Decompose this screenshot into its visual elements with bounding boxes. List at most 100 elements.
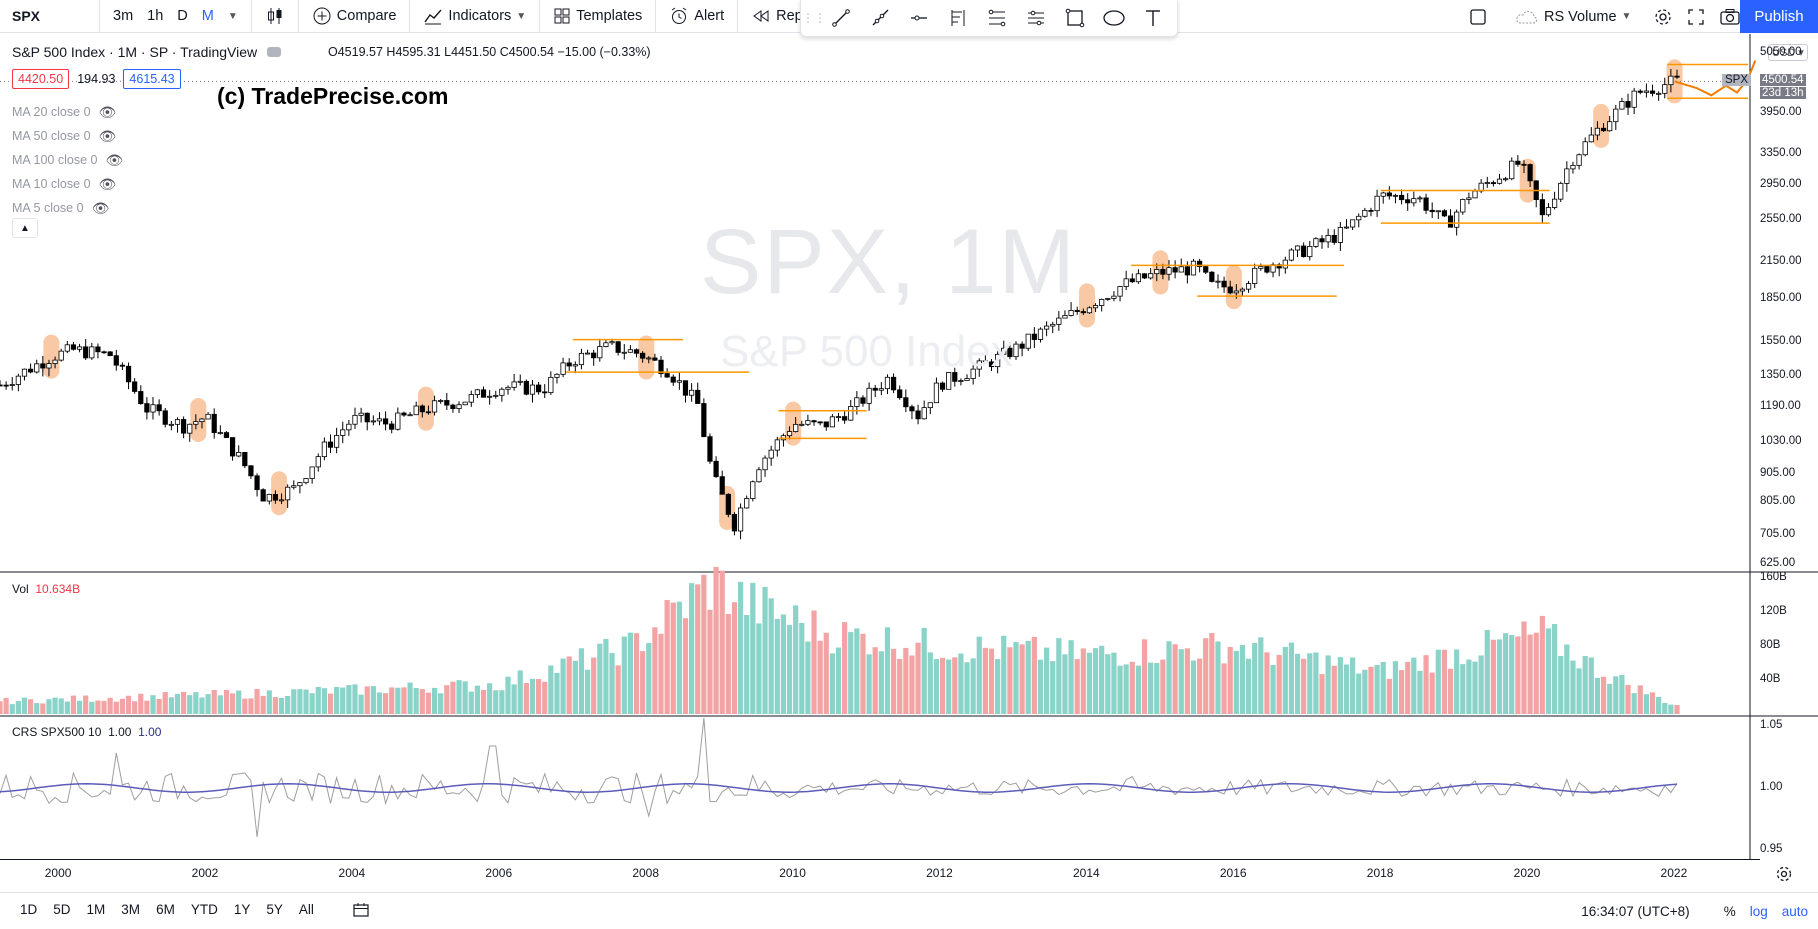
chart-canvas[interactable] [0, 34, 1818, 859]
volume-bar [468, 691, 474, 714]
templates-group: Templates [540, 0, 657, 33]
interval-dropdown[interactable]: ▼ [221, 0, 245, 33]
goto-date-button[interactable] [344, 902, 378, 921]
time-axis-label: 2002 [191, 866, 219, 880]
cloud-icon [1516, 10, 1538, 23]
indicator-label: MA 10 close 0 [12, 177, 91, 191]
range-1d[interactable]: 1D [20, 901, 38, 917]
price-axis-label: 1350.00 [1760, 368, 1802, 381]
range-all[interactable]: All [298, 901, 314, 917]
indicator-ma10[interactable]: MA 10 close 0 👁 [12, 172, 123, 196]
fullscreen-button[interactable] [1680, 0, 1712, 33]
symbol-search-button[interactable]: SPX [0, 0, 100, 33]
trend-line-icon[interactable] [823, 3, 860, 33]
candle-down [113, 355, 119, 366]
price-axis-label: 1550.00 [1760, 334, 1802, 347]
ellipse-icon[interactable] [1095, 3, 1132, 33]
eye-off-icon[interactable]: 👁 [98, 175, 117, 192]
range-3m[interactable]: 3M [121, 901, 141, 917]
candle-up [1588, 134, 1594, 143]
range-6m[interactable]: 6M [156, 901, 175, 917]
candle-down [389, 423, 395, 430]
chart-legend[interactable]: S&P 500 Index · 1M · SP · TradingView [12, 44, 282, 60]
eye-off-icon[interactable]: 👁 [91, 199, 110, 216]
indicators-button[interactable]: Indicators ▼ [416, 0, 533, 33]
currency-selector[interactable]: USD ▾ [1768, 44, 1808, 61]
gann-box-icon[interactable] [1017, 3, 1054, 33]
clock[interactable]: 16:34:07 (UTC+8) [1581, 904, 1690, 919]
snapshot-button[interactable] [1712, 0, 1748, 33]
candle-up [1043, 325, 1050, 330]
text-tool-icon[interactable] [1134, 3, 1171, 33]
chart-area[interactable] [0, 34, 1818, 859]
log-toggle[interactable]: log [1749, 904, 1768, 919]
candle-down [713, 460, 719, 478]
alert-button[interactable]: Alert [662, 0, 731, 33]
compare-button[interactable]: Compare [305, 0, 404, 33]
gear-icon [1655, 8, 1672, 25]
time-axis[interactable] [0, 859, 1760, 885]
interval-d[interactable]: D [177, 8, 188, 24]
candles-icon [267, 8, 282, 24]
volume-bar [1619, 674, 1625, 714]
interval-1h[interactable]: 1h [147, 8, 164, 24]
candle-down [1527, 164, 1533, 182]
templates-button[interactable]: Templates [546, 0, 649, 33]
volume-bar [1570, 660, 1576, 714]
volume-bar [1478, 655, 1484, 714]
range-1m[interactable]: 1M [86, 901, 106, 917]
settings-button[interactable] [1646, 0, 1680, 33]
crs-ma-line [0, 783, 1678, 793]
layout-button[interactable] [1462, 0, 1494, 33]
candle-up [431, 400, 438, 413]
pitchfork-icon[interactable] [940, 3, 977, 33]
candle-down [1674, 75, 1680, 78]
price-axis-label: 1850.00 [1760, 291, 1802, 304]
candle-up [1215, 280, 1221, 283]
rs-volume-button[interactable]: RS Volume ▼ [1508, 0, 1638, 33]
candle-up [1092, 305, 1099, 309]
rectangle-icon[interactable] [1056, 3, 1093, 33]
axis-settings-gear-icon[interactable] [1774, 864, 1794, 884]
series-menu-icon[interactable] [267, 47, 282, 57]
candle-down [1441, 210, 1448, 217]
range-5d[interactable]: 5D [53, 901, 71, 917]
collapse-legend-button[interactable]: ▲ [12, 218, 38, 238]
candle-down [811, 420, 817, 423]
fib-retracement-icon[interactable] [979, 3, 1016, 33]
indicator-ma20[interactable]: MA 20 close 0 👁 [12, 100, 123, 124]
volume-bar [211, 690, 217, 714]
candle-down [817, 421, 823, 424]
volume-bar [842, 622, 848, 714]
eye-off-icon[interactable]: 👁 [105, 151, 124, 168]
range-ytd[interactable]: YTD [190, 901, 218, 917]
horizontal-ray-icon[interactable] [901, 3, 938, 33]
publish-button[interactable]: Publish [1740, 0, 1818, 33]
volume-bar [1625, 684, 1631, 714]
interval-3m[interactable]: 3m [113, 8, 134, 24]
eye-off-icon[interactable]: 👁 [98, 127, 117, 144]
drag-handle-icon[interactable]: ⋮⋮ [802, 11, 826, 25]
volume-bar [1503, 633, 1509, 714]
percent-toggle[interactable]: % [1723, 904, 1736, 919]
indicator-ma5[interactable]: MA 5 close 0 👁 [12, 196, 123, 220]
sell-button[interactable]: 4420.50 [12, 69, 70, 89]
eye-off-icon[interactable]: 👁 [98, 103, 117, 120]
volume-bar [1460, 664, 1466, 714]
volume-bar [1319, 674, 1325, 714]
compare-label: Compare [336, 8, 397, 24]
candle-down [1203, 266, 1209, 273]
candle-up [1374, 195, 1380, 212]
auto-toggle[interactable]: auto [1781, 904, 1808, 919]
indicator-ma100[interactable]: MA 100 close 0 👁 [12, 148, 123, 172]
candle-down [138, 391, 144, 404]
chart-type-button[interactable] [258, 0, 292, 33]
interval-m[interactable]: M [201, 8, 214, 24]
ray-icon[interactable] [862, 3, 899, 33]
range-1y[interactable]: 1Y [233, 901, 251, 917]
buy-button[interactable]: 4615.43 [123, 69, 181, 89]
candle-down [70, 344, 77, 350]
range-5y[interactable]: 5Y [266, 901, 283, 917]
volume-bar [450, 681, 456, 714]
indicator-ma50[interactable]: MA 50 close 0 👁 [12, 124, 123, 148]
